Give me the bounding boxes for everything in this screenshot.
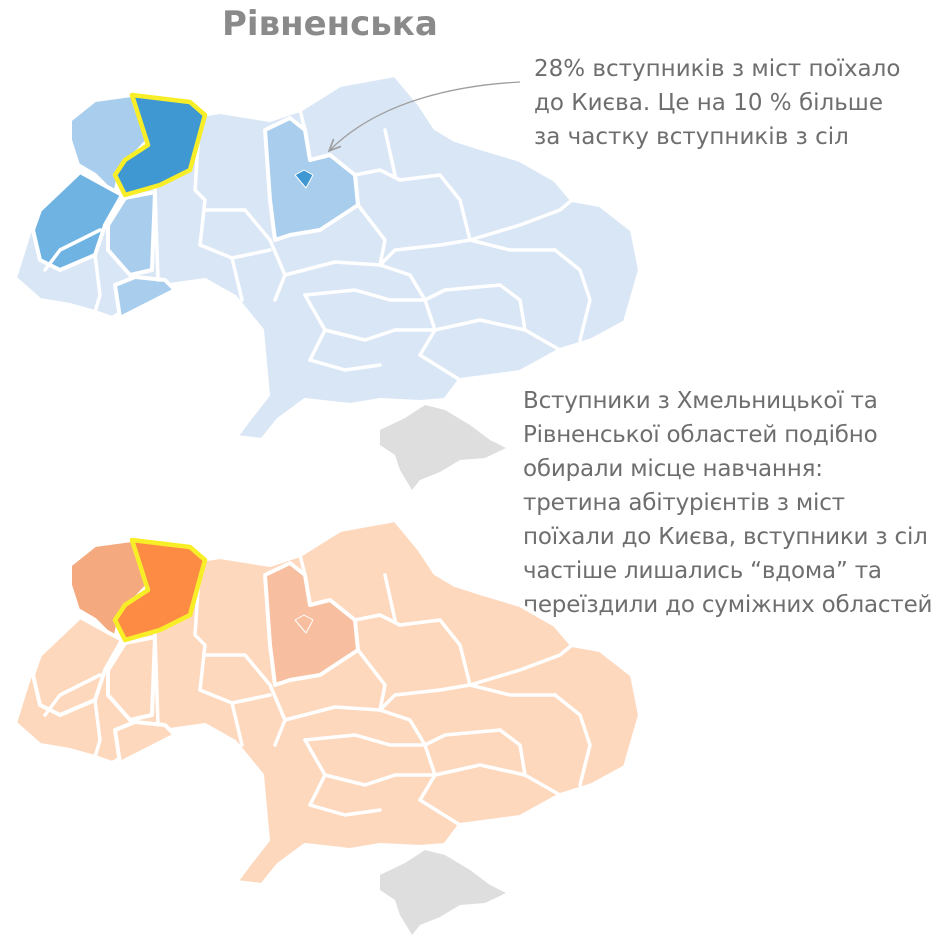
region-chernivtsi [113, 275, 177, 320]
annotation-cities: 28% вступників з міст поїхало до Києва. … [534, 56, 901, 150]
map-title: Рівненська [222, 4, 438, 44]
region-crimea [380, 850, 506, 935]
map-villages [13, 518, 642, 935]
annotation-arrow [330, 81, 521, 150]
map-cities [13, 73, 642, 490]
region-chernivtsi [113, 720, 177, 765]
region-crimea [380, 405, 506, 490]
annotation-villages: Вступники з Хмельницької та Рівненської … [523, 388, 933, 618]
